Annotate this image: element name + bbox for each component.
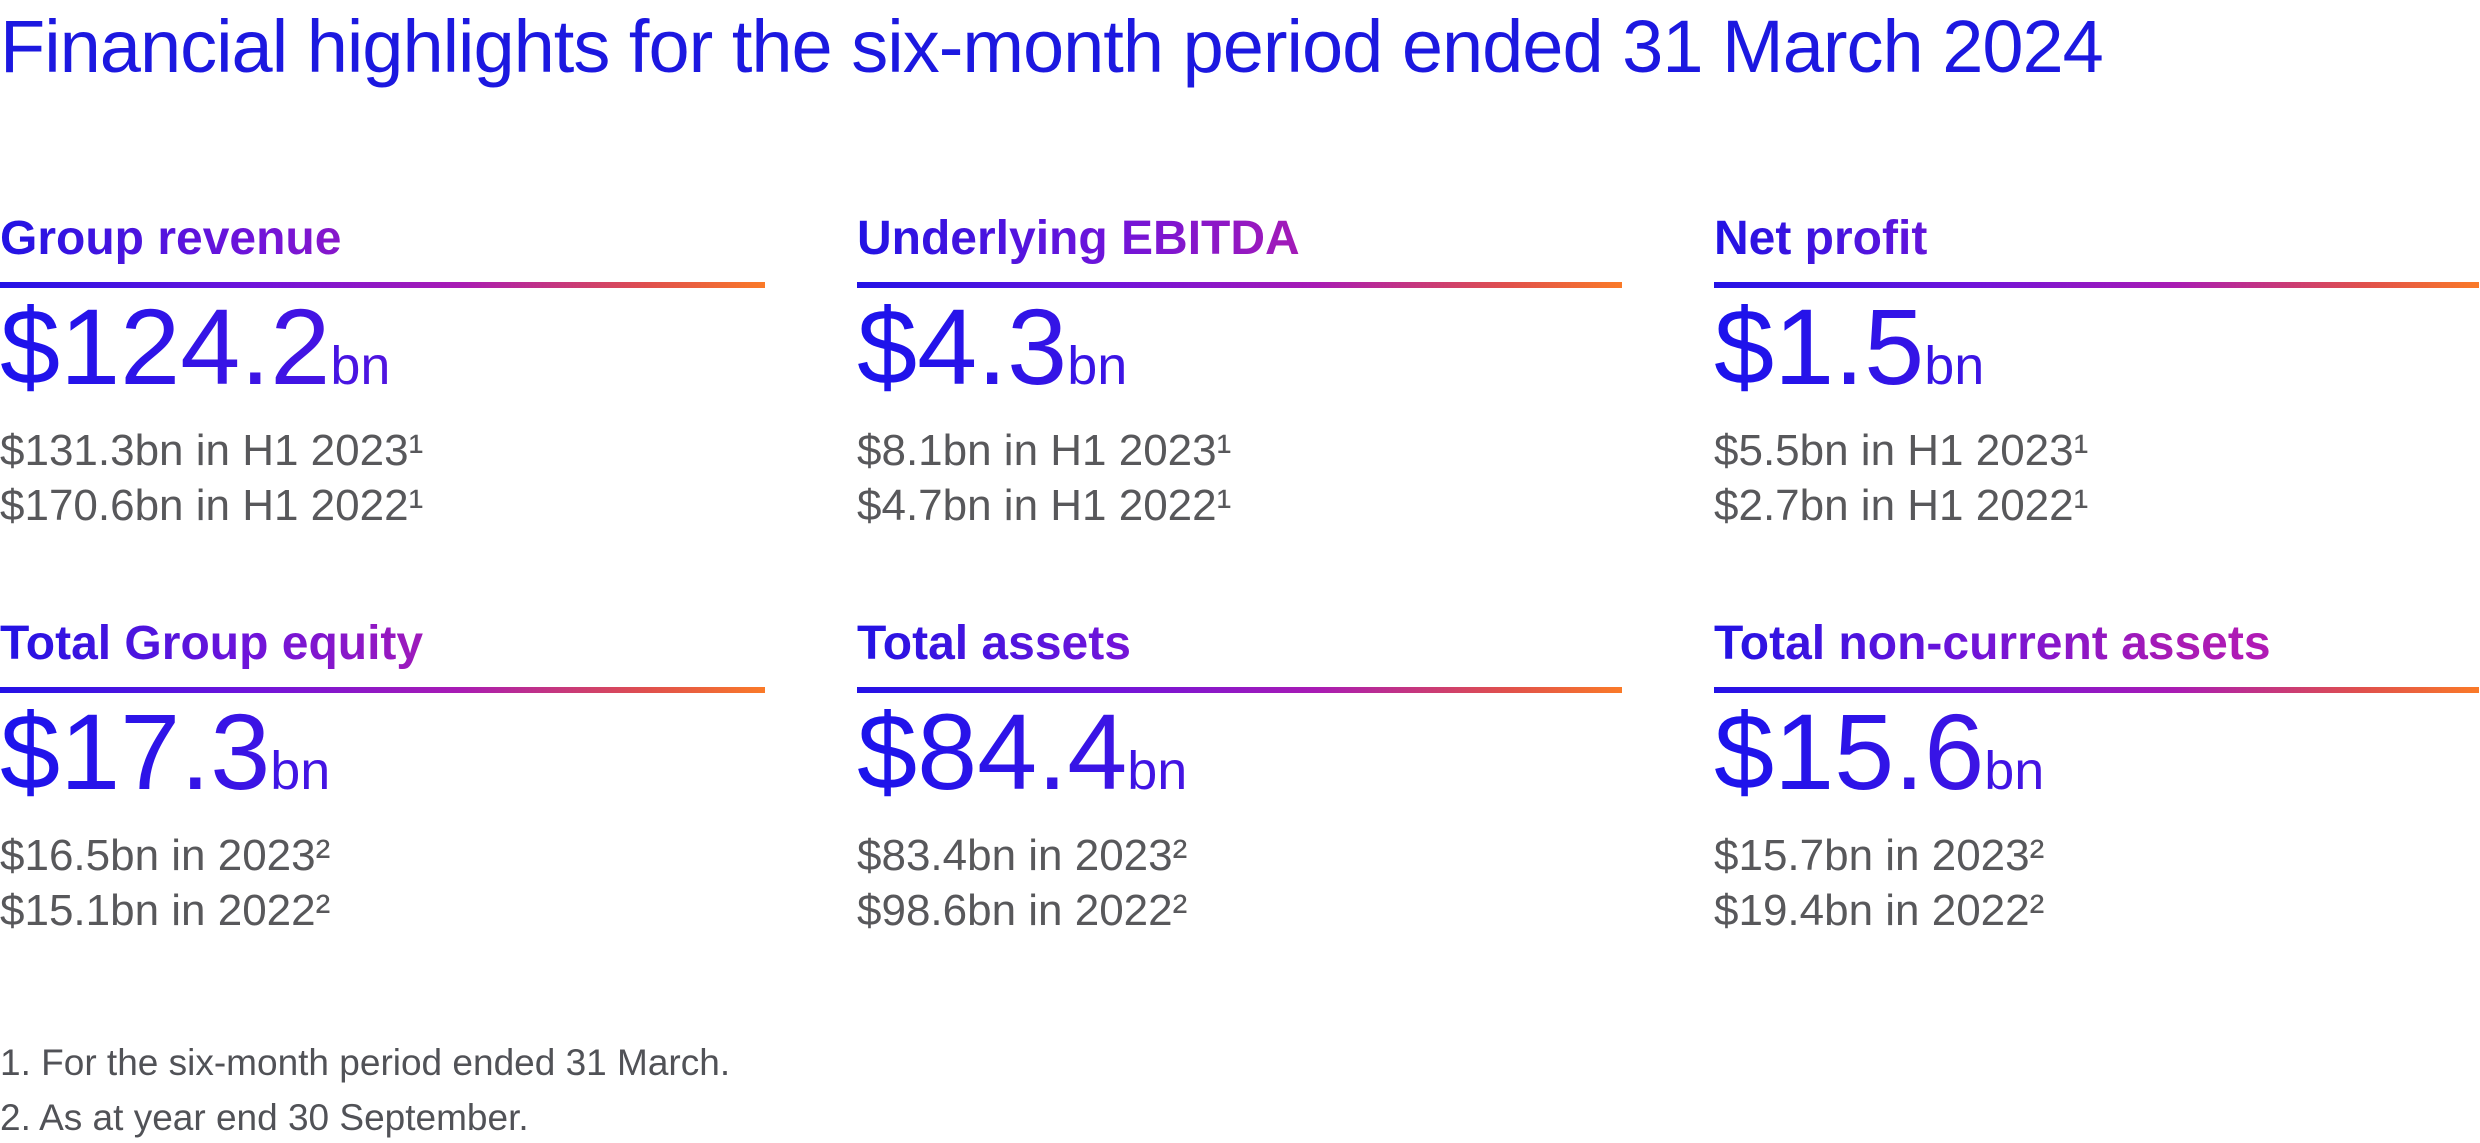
comparison-line: $170.6bn in H1 2022¹	[0, 481, 424, 531]
metric-value: $17.3bn	[0, 698, 330, 806]
gradient-divider	[0, 686, 765, 693]
metric-card-total-assets: Total assets $84.4bn $83.4bn in 2023² $9…	[857, 617, 1622, 938]
gradient-divider	[857, 282, 1622, 289]
comparison-line: $5.5bn in H1 2023¹	[1714, 426, 2089, 476]
metric-comparisons: $16.5bn in 2023² $15.1bn in 2022²	[0, 828, 765, 938]
metric-comparisons: $8.1bn in H1 2023¹ $4.7bn in H1 2022¹	[857, 423, 1622, 533]
metric-value-line: $124.2bn	[0, 293, 765, 401]
metric-value: $124.2bn	[0, 293, 390, 401]
metric-comparisons: $83.4bn in 2023² $98.6bn in 2022²	[857, 828, 1622, 938]
financial-highlights-page: Financial highlights for the six-month p…	[0, 5, 2480, 1138]
metric-heading: Total Group equity	[0, 617, 424, 671]
metric-value-line: $84.4bn	[857, 698, 1622, 806]
metric-amount: $4.3	[857, 286, 1068, 408]
metric-card-group-revenue: Group revenue $124.2bn $131.3bn in H1 20…	[0, 213, 765, 533]
comparison-line: $16.5bn in 2023²	[0, 830, 331, 880]
gradient-divider	[0, 282, 765, 289]
metric-unit: bn	[330, 336, 391, 397]
comparison-line: $131.3bn in H1 2023¹	[0, 426, 424, 476]
metric-card-net-profit: Net profit $1.5bn $5.5bn in H1 2023¹ $2.…	[1714, 213, 2479, 533]
metric-comparisons: $15.7bn in 2023² $19.4bn in 2022²	[1714, 828, 2479, 938]
metric-amount: $17.3	[0, 690, 271, 812]
comparison-line: $15.7bn in 2023²	[1714, 830, 2045, 880]
footnote-1: 1. For the six-month period ended 31 Mar…	[0, 1041, 731, 1083]
metric-value: $84.4bn	[857, 698, 1187, 806]
metric-value: $4.3bn	[857, 293, 1127, 401]
comparison-line: $83.4bn in 2023²	[857, 830, 1188, 880]
comparison-line: $98.6bn in 2022²	[857, 885, 1188, 935]
metric-card-total-group-equity: Total Group equity $17.3bn $16.5bn in 20…	[0, 617, 765, 938]
comparison-line: $15.1bn in 2022²	[0, 885, 331, 935]
metric-comparisons: $5.5bn in H1 2023¹ $2.7bn in H1 2022¹	[1714, 423, 2479, 533]
metric-comparisons: $131.3bn in H1 2023¹ $170.6bn in H1 2022…	[0, 423, 765, 533]
metric-unit: bn	[1127, 740, 1188, 801]
metric-unit: bn	[1924, 336, 1985, 397]
metrics-grid: Group revenue $124.2bn $131.3bn in H1 20…	[0, 213, 2480, 938]
metric-heading: Total non-current assets	[1714, 617, 2271, 671]
metric-value: $15.6bn	[1714, 698, 2044, 806]
metric-unit: bn	[270, 740, 331, 801]
gradient-divider	[1714, 686, 2479, 693]
metric-value-line: $1.5bn	[1714, 293, 2479, 401]
metric-heading: Net profit	[1714, 212, 1928, 266]
metric-amount: $124.2	[0, 286, 331, 408]
metric-unit: bn	[1984, 740, 2045, 801]
page-title: Financial highlights for the six-month p…	[0, 5, 2104, 88]
metric-value-line: $4.3bn	[857, 293, 1622, 401]
gradient-divider	[857, 686, 1622, 693]
footnote-2: 2. As at year end 30 September.	[0, 1096, 529, 1138]
metric-value: $1.5bn	[1714, 293, 1984, 401]
metric-amount: $1.5	[1714, 286, 1925, 408]
metric-card-underlying-ebitda: Underlying EBITDA $4.3bn $8.1bn in H1 20…	[857, 213, 1622, 533]
metric-heading: Underlying EBITDA	[857, 212, 1300, 266]
comparison-line: $4.7bn in H1 2022¹	[857, 481, 1232, 531]
comparison-line: $8.1bn in H1 2023¹	[857, 426, 1232, 476]
metric-amount: $15.6	[1714, 690, 1985, 812]
metric-amount: $84.4	[857, 690, 1128, 812]
metric-heading: Total assets	[857, 617, 1131, 671]
comparison-line: $19.4bn in 2022²	[1714, 885, 2045, 935]
metric-heading: Group revenue	[0, 212, 342, 266]
comparison-line: $2.7bn in H1 2022¹	[1714, 481, 2089, 531]
metric-unit: bn	[1067, 336, 1128, 397]
metric-card-total-non-current-assets: Total non-current assets $15.6bn $15.7bn…	[1714, 617, 2479, 938]
footnotes: 1. For the six-month period ended 31 Mar…	[0, 1038, 2480, 1143]
gradient-divider	[1714, 282, 2479, 289]
metric-value-line: $15.6bn	[1714, 698, 2479, 806]
metric-value-line: $17.3bn	[0, 698, 765, 806]
